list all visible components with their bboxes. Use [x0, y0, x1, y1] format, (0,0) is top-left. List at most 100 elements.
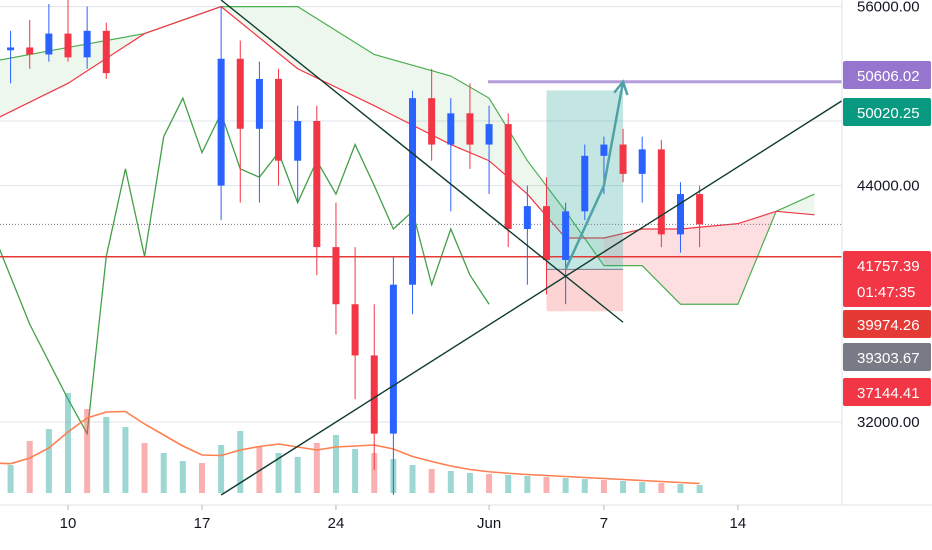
volume-bar	[620, 481, 627, 493]
volume-bar	[7, 465, 14, 493]
projection-arrow-head	[613, 79, 629, 96]
volume-bar	[141, 443, 148, 493]
volume-bar	[294, 457, 301, 493]
volume-bar	[562, 478, 569, 493]
candle-body	[696, 194, 704, 225]
candle-body	[581, 155, 589, 212]
time-tick-label: 24	[328, 515, 345, 532]
volume-bar	[639, 482, 646, 493]
volume-bar	[447, 471, 454, 493]
long-position-stop-zone	[546, 269, 624, 312]
price-tag	[843, 378, 931, 406]
time-tick-label: 10	[60, 515, 77, 532]
candle-body	[619, 144, 627, 174]
volume-bar	[84, 409, 91, 493]
volume-bar	[198, 463, 205, 493]
volume-bar	[275, 453, 282, 493]
price-tick-label: 56000.00	[857, 0, 920, 16]
price-tags: 50606.02 50020.25 41757.39 01:47:35 39974.26…	[843, 61, 931, 406]
candle-body	[83, 30, 91, 58]
volume-bar	[466, 473, 473, 493]
candle-body	[275, 78, 283, 161]
candle-body	[236, 58, 244, 129]
volume-bar	[486, 474, 493, 493]
volume-bar	[218, 445, 225, 493]
candle-body	[102, 30, 110, 74]
candle-body	[600, 144, 608, 156]
candle-body	[523, 206, 531, 230]
kumo-segment	[680, 223, 738, 305]
kumo-segment	[776, 194, 815, 215]
time-tick-label: 14	[730, 515, 747, 532]
price-tag	[843, 343, 931, 371]
candle-body	[294, 121, 302, 161]
candle-body	[638, 149, 646, 174]
trendline	[220, 99, 842, 496]
candle-body	[428, 98, 436, 145]
volume-bar	[677, 484, 684, 493]
plot-area[interactable]	[0, 0, 872, 496]
trendline	[220, 0, 624, 323]
volume-bar	[45, 429, 52, 493]
volume-bar	[103, 417, 110, 493]
price-tag-value: 39974.26	[857, 317, 920, 334]
candle-body	[543, 206, 550, 261]
price-tag-value: 41757.39	[857, 258, 920, 275]
volume-bar	[26, 441, 33, 493]
kumo-segment	[0, 47, 68, 117]
volume-bar	[543, 477, 550, 493]
volume-bar	[409, 465, 416, 493]
candle-body	[313, 121, 321, 248]
projection-arrow	[564, 81, 625, 270]
volume-bar	[428, 469, 435, 493]
volume-bar	[332, 435, 339, 493]
time-tick-label: 7	[600, 515, 608, 532]
time-tick-label: Jun	[477, 515, 501, 532]
candle-body	[447, 113, 455, 145]
price-tag	[843, 61, 931, 89]
kumo-segment	[297, 6, 375, 106]
candle-body	[562, 211, 570, 261]
time-axis[interactable]: 10 17 24 Jun 7 14	[60, 505, 747, 532]
candle-body	[485, 124, 493, 145]
volume-bar	[658, 483, 665, 493]
price-tag	[843, 310, 931, 338]
price-tick-label: 32000.00	[857, 414, 920, 431]
candle-body	[64, 33, 72, 58]
price-tag-value: 50606.02	[857, 68, 920, 85]
candle-body	[7, 47, 15, 51]
volume-moving-average	[0, 410, 700, 485]
kumo-segment	[642, 229, 681, 305]
candle-body	[255, 78, 263, 129]
candle-body	[389, 284, 397, 434]
senkou-span-a	[0, 5, 815, 305]
volume-bar	[352, 449, 359, 493]
time-tick-label: 17	[194, 515, 211, 532]
lagging-span	[0, 96, 490, 436]
volume-bar	[313, 443, 320, 493]
volume-bar	[160, 453, 167, 493]
candle-body	[26, 47, 34, 55]
candle-body	[676, 194, 684, 235]
volume-bar	[581, 479, 588, 493]
price-tick-label: 44000.00	[857, 178, 920, 195]
candle-body	[45, 33, 53, 55]
volume-bar	[696, 485, 703, 493]
volume-bar	[179, 461, 186, 493]
volume-bar	[371, 453, 378, 493]
candle-body	[370, 355, 378, 434]
candle-body	[657, 149, 665, 235]
candle-body	[466, 113, 474, 145]
candle-body	[504, 124, 512, 230]
candle-body	[217, 58, 225, 186]
candle-body	[409, 98, 417, 285]
volume-bar	[65, 393, 71, 493]
volume-bar	[122, 427, 129, 493]
price-tag-value: 50020.25	[857, 105, 920, 122]
price-tag-value: 39303.67	[857, 350, 920, 367]
volume-bar	[600, 480, 607, 493]
volume-bar	[505, 475, 512, 493]
candle-body	[332, 247, 340, 305]
